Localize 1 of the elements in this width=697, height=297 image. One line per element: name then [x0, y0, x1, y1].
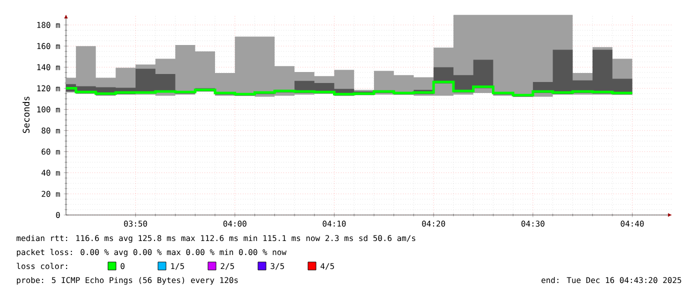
- y-axis-title: Seconds: [22, 96, 30, 133]
